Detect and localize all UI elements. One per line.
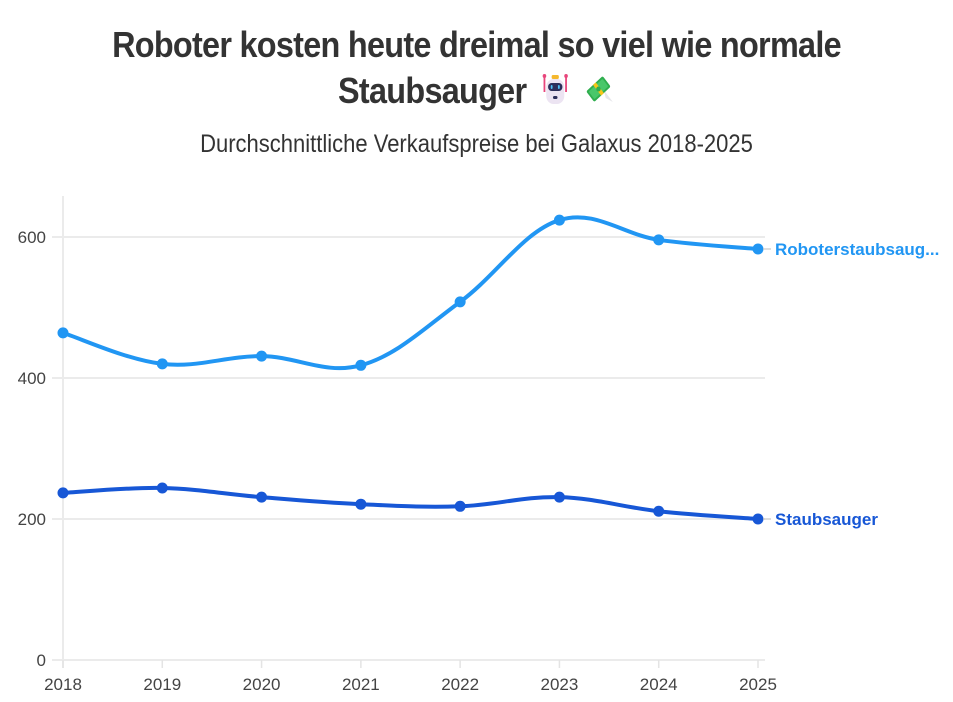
data-point-roboterstaubsauger-2025[interactable]	[752, 243, 764, 255]
data-point-staubsauger-2019[interactable]	[156, 482, 168, 494]
data-point-staubsauger-2023[interactable]	[553, 491, 565, 503]
y-tick-label-200: 200	[18, 510, 46, 529]
series-label-staubsauger: Staubsauger	[775, 510, 878, 529]
x-tick-label-2023: 2023	[541, 675, 579, 694]
x-axis-ticks: 2018 2019 2020 2021 2022 2023 2024 2025	[44, 660, 777, 694]
data-point-roboterstaubsauger-2019[interactable]	[156, 358, 168, 370]
x-tick-label-2020: 2020	[243, 675, 281, 694]
y-tick-label-0: 0	[37, 651, 46, 670]
data-point-staubsauger-2025[interactable]	[752, 513, 764, 525]
y-tick-label-400: 400	[18, 369, 46, 388]
line-staubsauger	[61, 485, 760, 521]
robot-icon	[540, 71, 571, 105]
x-tick-label-2018: 2018	[44, 675, 82, 694]
gridlines	[52, 236, 765, 661]
data-point-staubsauger-2018[interactable]	[57, 487, 69, 499]
x-tick-label-2019: 2019	[143, 675, 181, 694]
data-point-staubsauger-2020[interactable]	[256, 491, 268, 503]
x-tick-label-2025: 2025	[739, 675, 777, 694]
data-point-staubsauger-2024[interactable]	[653, 505, 665, 517]
line-roboterstaubsauger	[61, 215, 760, 371]
data-point-staubsauger-2022[interactable]	[454, 500, 466, 512]
y-axis-ticks: 0 200 400 600	[18, 228, 46, 670]
chart-subtitle: Durchschnittliche Verkaufspreise bei Gal…	[200, 130, 753, 158]
data-point-roboterstaubsauger-2023[interactable]	[553, 214, 565, 226]
money-with-wings-icon	[584, 71, 615, 105]
series-label-roboterstaubsauger: Roboterstaubsaug...	[775, 240, 939, 259]
data-point-roboterstaubsauger-2020[interactable]	[256, 350, 268, 362]
series-labels: Roboterstaubsaug... Staubsauger	[763, 240, 939, 529]
data-point-roboterstaubsauger-2021[interactable]	[355, 359, 367, 371]
chart-title-line-2-text: Staubsauger	[338, 70, 527, 111]
y-tick-label-600: 600	[18, 228, 46, 247]
series-lines	[57, 214, 764, 525]
data-point-roboterstaubsauger-2024[interactable]	[653, 234, 665, 246]
x-tick-label-2021: 2021	[342, 675, 380, 694]
chart-title: Roboter kosten heute dreimal so viel wie…	[48, 22, 906, 114]
x-tick-label-2022: 2022	[441, 675, 479, 694]
series-staubsauger	[57, 482, 764, 525]
data-point-roboterstaubsauger-2022[interactable]	[454, 296, 466, 308]
series-roboterstaubsauger	[57, 214, 764, 371]
chart-title-line-1: Roboter kosten heute dreimal so viel wie…	[112, 24, 842, 65]
data-point-roboterstaubsauger-2018[interactable]	[57, 327, 69, 339]
data-point-staubsauger-2021[interactable]	[355, 498, 367, 510]
x-tick-label-2024: 2024	[640, 675, 678, 694]
chart-title-line-2: Staubsauger	[48, 68, 906, 114]
